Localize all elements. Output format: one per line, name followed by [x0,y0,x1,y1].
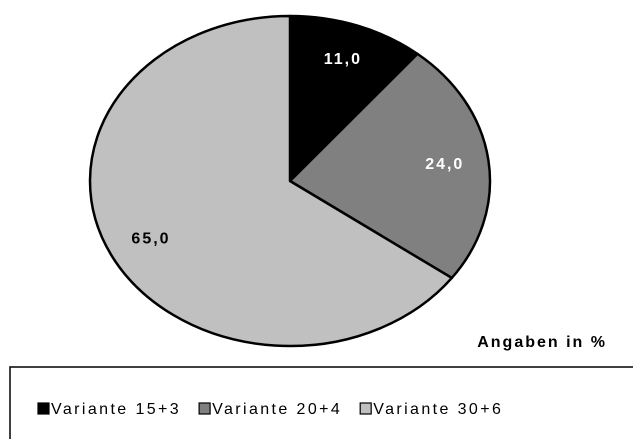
legend-swatch [37,402,50,415]
legend-label: Variante 20+4 [212,401,342,418]
legend-label: Variante 30+6 [373,401,503,418]
legend-swatch [198,402,211,415]
data-label: 11,0 [324,51,362,68]
pie-slice [88,14,454,348]
annotation: Angaben in % [477,334,607,351]
data-label: 65,0 [131,231,170,248]
legend-label: Variante 15+3 [51,401,181,418]
pie-slice [288,14,419,183]
legend-box [9,366,633,439]
pie-slice [288,52,492,280]
data-label: 24,0 [425,156,464,173]
legend-swatch [359,402,372,415]
